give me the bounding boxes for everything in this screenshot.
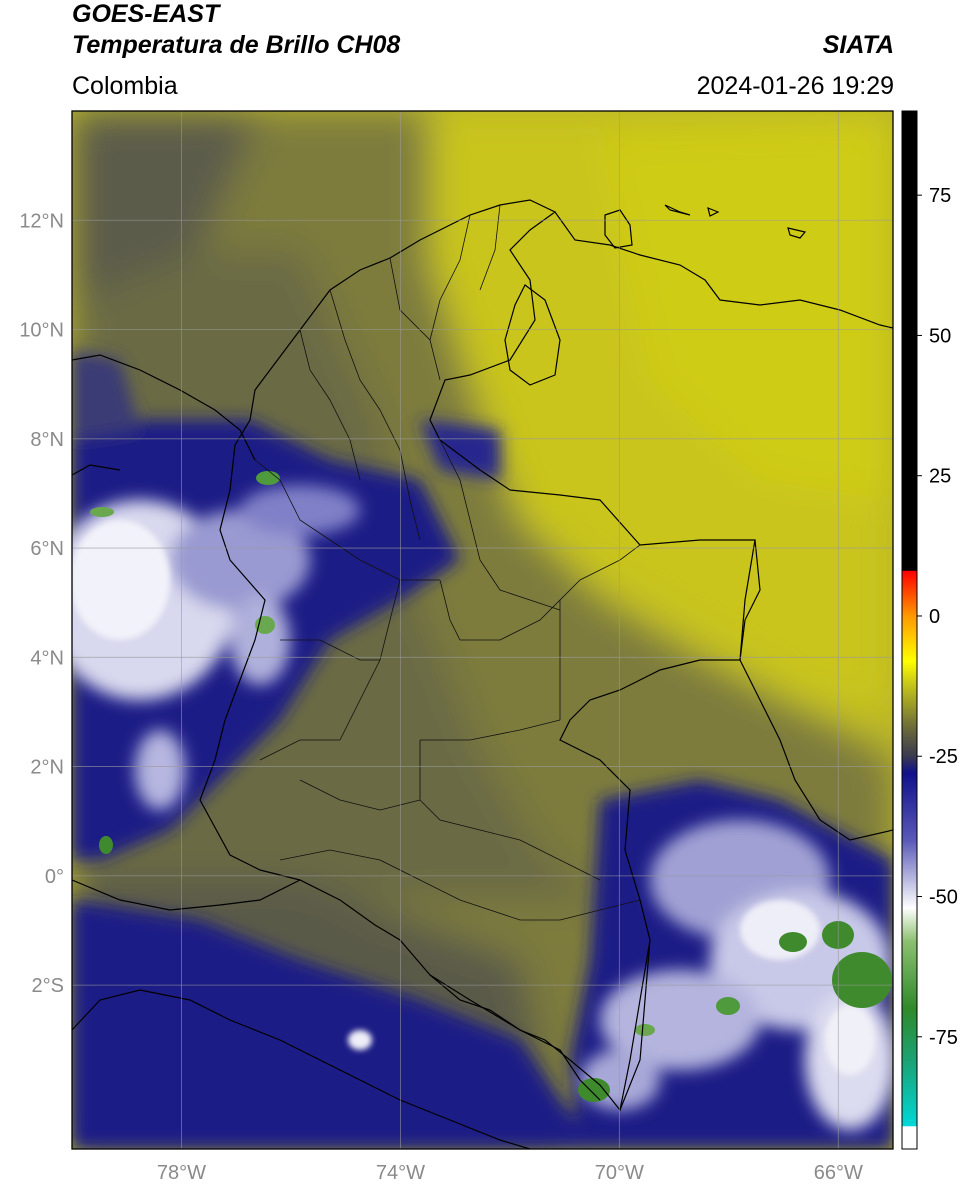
satellite-title: GOES-EAST <box>72 0 220 28</box>
longitude-labels: 78°W 74°W 70°W 66°W <box>157 1162 863 1184</box>
lon-tick-label: 66°W <box>814 1162 863 1184</box>
lat-tick-label: 0° <box>45 866 64 888</box>
lat-tick-label: 2°S <box>32 975 64 997</box>
colorbar-tick-label: -50 <box>929 887 958 909</box>
region-label: Colombia <box>72 72 178 100</box>
colorbar-tick-label: -25 <box>929 746 958 768</box>
colorbar-tick-label: 25 <box>929 466 951 488</box>
lat-tick-label: 4°N <box>30 647 64 669</box>
colorbar-tick-label: 75 <box>929 185 951 207</box>
colorbar-ticks: 75 50 25 0 -25 -50 -75 <box>917 185 958 1049</box>
colorbar-tick-label: -75 <box>929 1027 958 1049</box>
map-frame <box>71 110 894 1150</box>
graticule <box>72 111 893 1149</box>
cold-cloud-cores <box>90 471 892 1102</box>
lon-tick-label: 78°W <box>157 1162 206 1184</box>
datetime-label: 2024-01-26 19:29 <box>696 72 894 100</box>
brightness-temperature-field <box>72 111 893 1149</box>
latitude-labels: 12°N 10°N 8°N 6°N 4°N 2°N 0° 2°S <box>19 210 64 997</box>
coastlines-and-borders <box>72 199 893 1149</box>
lat-tick-label: 2°N <box>30 757 64 779</box>
product-title: Temperatura de Brillo CH08 <box>72 31 401 59</box>
colorbar-tick-label: 0 <box>929 606 940 628</box>
lat-tick-label: 8°N <box>30 429 64 451</box>
lon-tick-label: 74°W <box>376 1162 425 1184</box>
lat-tick-label: 12°N <box>19 210 64 232</box>
lat-tick-label: 6°N <box>30 538 64 560</box>
agency-label: SIATA <box>822 31 894 59</box>
lat-tick-label: 10°N <box>19 320 64 342</box>
lon-tick-label: 70°W <box>595 1162 644 1184</box>
colorbar-scale <box>901 110 918 1150</box>
colorbar-tick-label: 50 <box>929 325 951 347</box>
